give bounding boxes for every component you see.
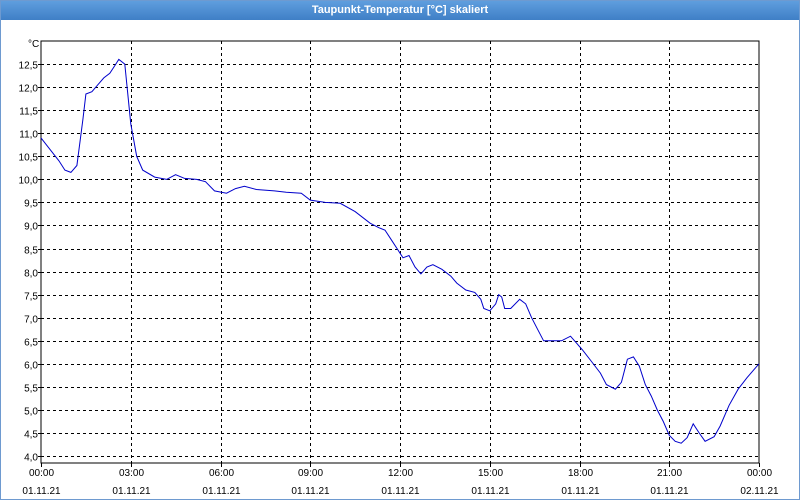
x-tick-time: 18:00	[568, 468, 593, 479]
y-tick-label: 7,5	[24, 292, 38, 303]
x-tick-time: 12:00	[388, 468, 413, 479]
y-tick-label: 12,0	[19, 84, 39, 95]
series-line	[40, 58, 760, 444]
x-tick-date: 01.11.21	[650, 486, 689, 497]
x-tick-date: 02.11.21	[740, 486, 779, 497]
y-tick-label: 8,5	[24, 246, 38, 257]
y-tick-label: 12,5	[19, 61, 39, 72]
y-tick-label: 11,5	[19, 107, 38, 118]
y-tick-label: 10,5	[19, 153, 39, 164]
y-tick-label: 9,5	[24, 199, 38, 210]
line-chart: °C 4,0 4,5 5,0 5,5 6,0 6,5 7,0 7,5 8,0 8,5 9,0 9,5 10…	[19, 39, 779, 497]
x-tick-time: 00:00	[747, 468, 772, 479]
y-tick-label: 5,0	[24, 407, 38, 418]
x-tick-date: 01.11.21	[22, 486, 61, 497]
x-tick-time: 09:00	[298, 468, 323, 479]
y-tick-label: 4,0	[24, 453, 38, 464]
x-tick-date: 01.11.21	[112, 486, 151, 497]
y-tick-label: 9,0	[24, 222, 38, 233]
x-tick-time: 03:00	[119, 468, 144, 479]
window-title: Taupunkt-Temperatur [°C] skaliert	[1, 1, 799, 20]
x-tick-date: 01.11.21	[291, 486, 330, 497]
x-tick-date: 01.11.21	[471, 486, 510, 497]
x-tick-time: 06:00	[209, 468, 234, 479]
x-tick-time: 15:00	[478, 468, 503, 479]
x-tick-date: 01.11.21	[202, 486, 241, 497]
y-tick-label: 5,5	[24, 384, 38, 395]
y-tick-label: 6,0	[24, 361, 38, 372]
y-tick-label: 11,0	[19, 130, 38, 141]
y-axis-unit: °C	[28, 39, 39, 50]
y-tick-label: 7,0	[24, 315, 38, 326]
x-tick-date: 01.11.21	[381, 486, 420, 497]
y-tick-label: 8,0	[24, 269, 38, 280]
x-tick-date: 01.11.21	[561, 486, 600, 497]
y-tick-label: 4,5	[24, 430, 38, 441]
x-tick-time: 00:00	[29, 468, 54, 479]
y-tick-label: 6,5	[24, 338, 38, 349]
y-tick-label: 10,0	[19, 176, 39, 187]
x-tick-time: 21:00	[657, 468, 682, 479]
